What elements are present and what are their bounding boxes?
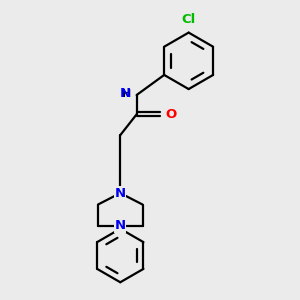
- Text: H: H: [122, 88, 131, 98]
- Text: O: O: [166, 108, 177, 121]
- Text: N: N: [120, 87, 131, 100]
- Text: N: N: [115, 187, 126, 200]
- Text: Cl: Cl: [182, 13, 196, 26]
- Text: N: N: [115, 219, 126, 232]
